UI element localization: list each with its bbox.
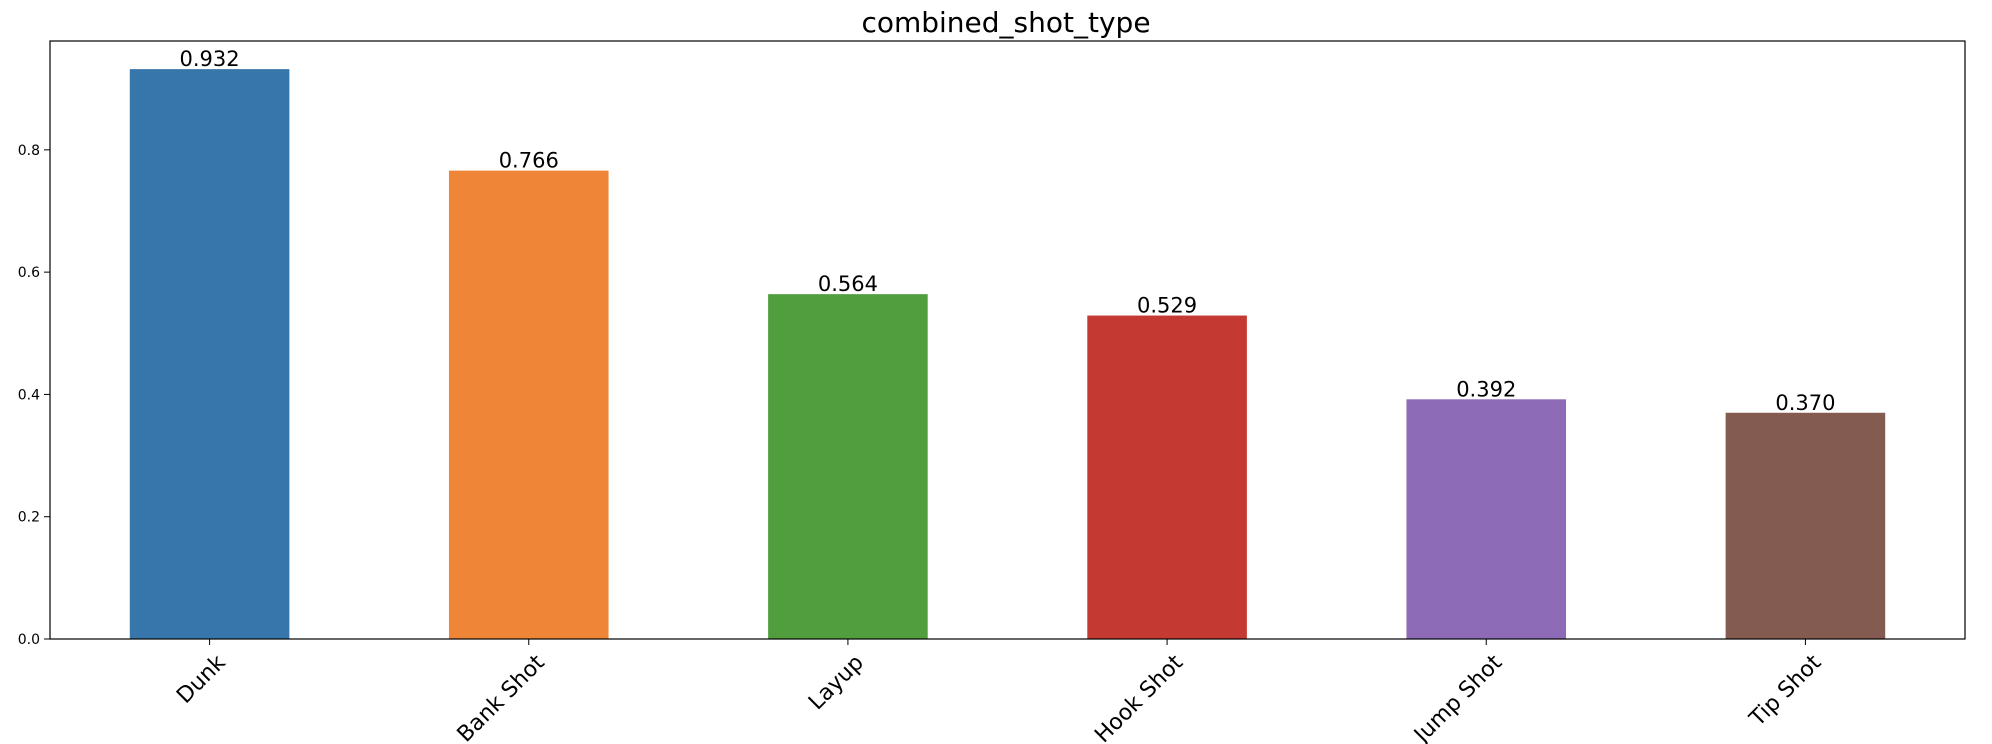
data-label: 0.932 xyxy=(180,47,240,71)
data-label: 0.564 xyxy=(818,272,878,296)
x-tick-label: Layup xyxy=(804,650,869,715)
data-labels-layer: 0.932 0.766 0.564 0.529 0.392 0.370 xyxy=(180,47,1836,415)
bars-layer xyxy=(129,69,1886,640)
y-tick-label: 0.2 xyxy=(18,510,40,526)
x-tick-label: Tip Shot xyxy=(1745,650,1827,732)
y-axis: 0.0 0.2 0.4 0.6 0.8 xyxy=(18,143,50,648)
x-tick-label: Hook Shot xyxy=(1090,650,1188,744)
chart-title: combined_shot_type xyxy=(861,6,1150,39)
data-label: 0.392 xyxy=(1456,377,1516,401)
bar-layup xyxy=(768,294,928,639)
bar-bank-shot xyxy=(448,170,609,639)
y-tick-label: 0.0 xyxy=(18,632,40,648)
data-label: 0.766 xyxy=(499,149,559,173)
bar-jump-shot xyxy=(1406,399,1567,639)
x-axis: Dunk Bank Shot Layup Hook Shot Jump Shot Tip … xyxy=(172,639,1827,744)
bar-tip-shot xyxy=(1725,412,1886,639)
bar-hook-shot xyxy=(1087,315,1247,639)
y-tick-label: 0.6 xyxy=(18,265,40,281)
bar-dunk xyxy=(129,69,290,640)
y-tick-label: 0.4 xyxy=(18,387,40,403)
x-tick-label: Dunk xyxy=(172,650,231,709)
plot-frame xyxy=(49,40,1966,640)
x-tick-label: Bank Shot xyxy=(453,650,550,744)
y-tick-label: 0.8 xyxy=(18,143,40,159)
x-tick-label: Jump Shot xyxy=(1408,650,1507,744)
data-label: 0.370 xyxy=(1775,391,1835,415)
data-label: 0.529 xyxy=(1137,294,1197,318)
